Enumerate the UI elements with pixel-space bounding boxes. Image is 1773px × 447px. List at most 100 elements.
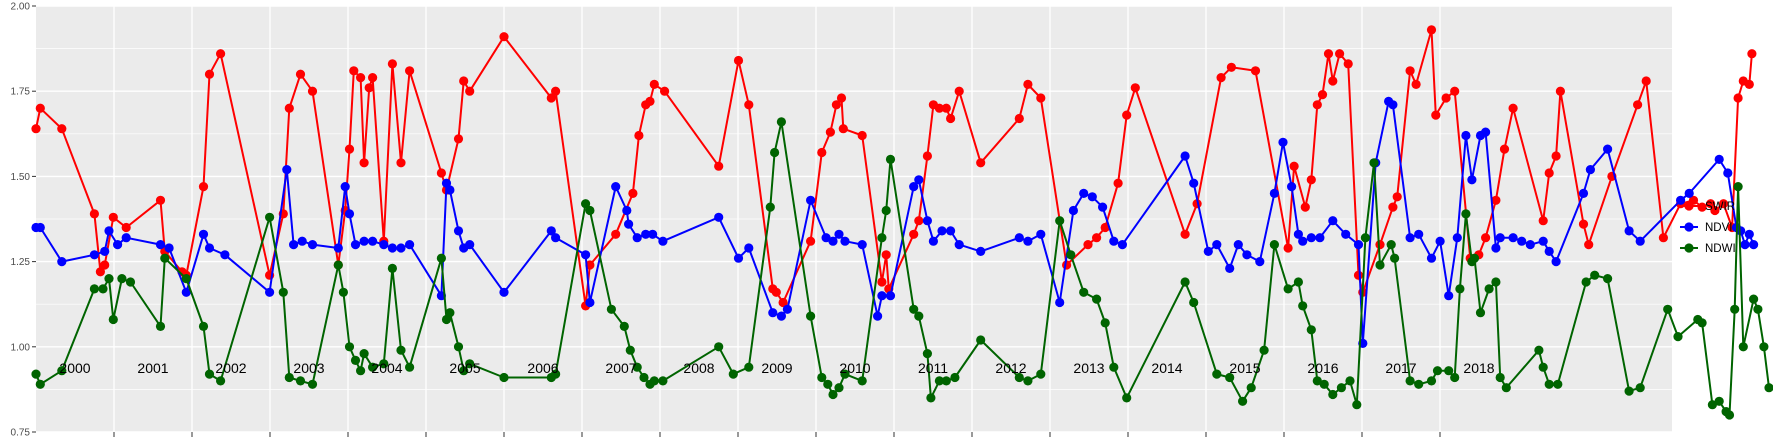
legend-key-point	[1684, 201, 1694, 211]
data-point-swir	[1250, 66, 1261, 76]
year-label: 2002	[215, 360, 246, 376]
data-point-ndvi	[1495, 233, 1505, 243]
data-point-ndvi	[441, 178, 452, 188]
data-point-ndwi	[1724, 410, 1735, 420]
data-point-swir	[1113, 178, 1123, 188]
data-point-ndwi	[1624, 386, 1634, 396]
data-point-ndvi	[840, 236, 850, 246]
data-point-swir	[1216, 73, 1226, 83]
data-point-ndwi	[35, 379, 45, 389]
year-label: 2004	[371, 360, 402, 376]
data-point-swir	[1405, 66, 1415, 76]
data-point-ndwi	[350, 355, 361, 365]
data-point-ndvi	[340, 182, 350, 192]
data-point-ndwi	[714, 342, 724, 352]
data-point-ndwi	[1386, 240, 1396, 250]
data-point-ndvi	[624, 219, 634, 229]
data-point-ndwi	[1109, 362, 1119, 372]
data-point-ndvi	[641, 229, 651, 239]
data-point-ndwi	[585, 205, 595, 216]
data-point-ndvi	[1055, 297, 1065, 308]
data-point-ndvi	[1255, 257, 1265, 267]
data-point-ndwi	[284, 372, 294, 383]
data-point-swir	[1388, 202, 1398, 212]
data-point-ndwi	[198, 321, 209, 331]
data-point-ndwi	[1225, 372, 1235, 383]
data-point-swir	[198, 182, 209, 192]
data-point-ndwi	[941, 376, 951, 386]
data-point-ndwi	[1544, 379, 1554, 389]
data-point-swir	[368, 73, 378, 83]
data-point-ndvi	[1014, 233, 1024, 243]
data-point-ndwi	[1259, 345, 1269, 355]
data-point-ndwi	[1753, 304, 1763, 314]
data-point-ndwi	[1246, 383, 1256, 393]
data-point-ndwi	[387, 263, 397, 273]
year-label: 2008	[683, 360, 714, 376]
series-layer	[31, 25, 1773, 420]
data-point-ndvi	[1426, 253, 1437, 263]
y-tick-label: 1.00	[11, 342, 31, 353]
data-point-ndvi	[1287, 182, 1297, 192]
data-point-swir	[295, 69, 306, 79]
data-point-ndwi	[1319, 379, 1329, 389]
data-point-ndwi	[909, 304, 919, 314]
y-tick-label: 1.25	[11, 257, 31, 268]
data-point-swir	[1180, 229, 1190, 239]
data-point-swir	[660, 86, 670, 96]
data-point-ndwi	[356, 366, 366, 376]
data-point-ndwi	[333, 260, 343, 270]
data-point-ndvi	[928, 236, 939, 246]
data-point-swir	[1036, 93, 1046, 103]
data-point-ndvi	[1405, 233, 1415, 243]
data-point-ndvi	[1508, 233, 1518, 243]
data-point-ndvi	[1452, 233, 1462, 243]
legend-key-point	[1684, 243, 1694, 253]
data-point-ndwi	[338, 287, 348, 297]
data-point-swir	[1317, 90, 1328, 100]
data-point-swir	[857, 130, 867, 141]
data-point-ndwi	[922, 349, 933, 359]
data-point-swir	[838, 124, 848, 134]
data-point-swir	[1392, 192, 1402, 202]
data-point-swir	[1312, 100, 1322, 110]
data-point-ndvi	[405, 240, 415, 250]
data-point-swir	[976, 158, 986, 168]
data-point-ndwi	[1733, 182, 1743, 192]
data-point-ndwi	[1092, 294, 1102, 304]
year-label: 2013	[1073, 360, 1104, 376]
data-point-ndvi	[857, 240, 867, 250]
data-point-ndwi	[914, 311, 924, 321]
year-label: 2005	[449, 360, 480, 376]
legend-label-ndvi: NDVI	[1705, 222, 1732, 234]
data-point-ndvi	[776, 311, 787, 321]
data-point-ndvi	[546, 226, 556, 236]
data-point-ndvi	[1269, 188, 1279, 198]
data-point-ndvi	[954, 240, 964, 250]
data-point-ndwi	[1455, 284, 1465, 294]
data-point-ndvi	[834, 229, 844, 239]
data-point-ndvi	[1551, 257, 1561, 267]
y-tick-label: 2.00	[11, 2, 31, 13]
data-point-ndvi	[1444, 291, 1454, 301]
data-point-ndvi	[873, 311, 883, 321]
data-point-ndwi	[117, 274, 127, 284]
data-point-ndwi	[441, 314, 452, 325]
year-label: 2012	[995, 360, 1026, 376]
data-point-ndwi	[216, 376, 226, 386]
data-point-ndvi	[1293, 229, 1303, 239]
data-point-ndvi	[551, 233, 561, 243]
data-point-ndvi	[445, 185, 455, 195]
data-point-ndwi	[606, 304, 617, 314]
data-point-ndwi	[806, 311, 816, 321]
data-point-ndwi	[950, 372, 960, 383]
data-point-ndwi	[1055, 216, 1065, 226]
data-point-ndvi	[1087, 192, 1097, 202]
data-point-ndvi	[1723, 168, 1733, 178]
data-point-ndvi	[100, 246, 110, 256]
data-point-ndwi	[359, 349, 369, 359]
data-point-ndvi	[611, 182, 621, 192]
data-point-ndwi	[1635, 383, 1645, 393]
data-point-swir	[1555, 86, 1565, 96]
data-point-swir	[1744, 79, 1754, 89]
